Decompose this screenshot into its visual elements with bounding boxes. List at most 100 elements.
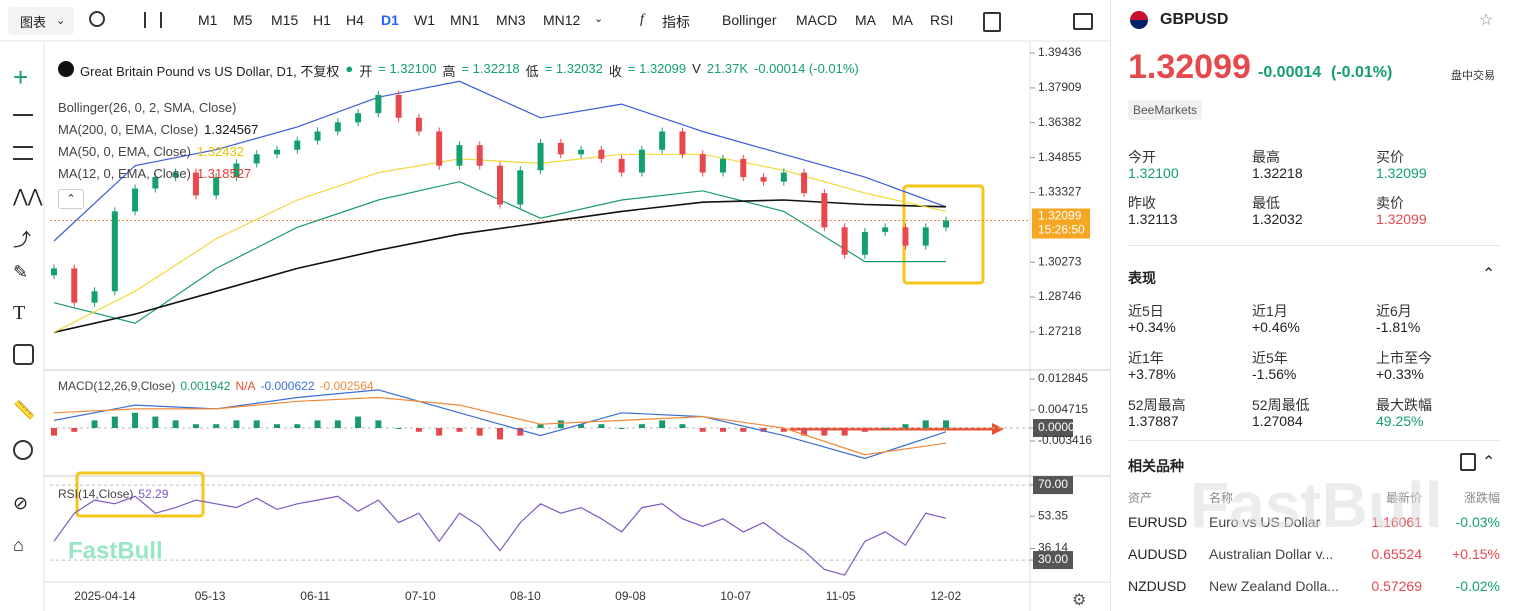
emoji-tool[interactable]	[13, 344, 34, 365]
legend: Great Britain Pound vs US Dollar, D1, 不复…	[80, 61, 859, 80]
layout-icon[interactable]	[983, 12, 1001, 32]
candle	[395, 94, 402, 118]
stat-label: 52周最高	[1128, 397, 1186, 413]
legend-label: 开	[359, 64, 373, 79]
indicator[interactable]: MA	[892, 12, 913, 28]
table-cell: -0.03%	[1455, 514, 1500, 530]
table-header: 涨跌幅	[1463, 491, 1500, 505]
study-name: MA(12, 0, EMA, Close)	[58, 166, 191, 181]
stat-value: +0.34%	[1128, 319, 1176, 335]
macd-bar	[801, 427, 808, 436]
y-tick-label: 1.34855	[1038, 150, 1082, 164]
channel-tool[interactable]	[13, 146, 33, 160]
macd-bar	[618, 427, 625, 429]
fib-tool[interactable]: ⤴	[13, 230, 31, 250]
highlight-box	[75, 471, 205, 518]
search-icon[interactable]	[89, 11, 105, 27]
stat-value: 1.37887	[1128, 413, 1179, 429]
candle-icon[interactable]	[144, 12, 162, 28]
timeframe[interactable]: M1	[198, 12, 218, 28]
collapse-icon[interactable]: ⌃	[1482, 454, 1496, 471]
line-tool[interactable]	[13, 114, 33, 116]
indicator[interactable]: MA	[855, 12, 876, 28]
table-cell[interactable]: NZDUSD	[1128, 578, 1187, 594]
indicator[interactable]: MACD	[796, 12, 838, 28]
chart: FastBull 1.394361.379091.363821.348551.3…	[0, 40, 1110, 611]
macd-bar	[861, 427, 868, 432]
y-tick-label: 30.00	[1038, 552, 1068, 566]
stat-value: -1.56%	[1252, 366, 1297, 382]
tick-label-box	[1033, 551, 1073, 570]
rsi-reading: 52.29	[138, 487, 169, 501]
candle	[314, 131, 321, 141]
candle	[557, 142, 564, 155]
y-tick-label: 1.37909	[1038, 80, 1082, 94]
macd-bar	[294, 424, 301, 428]
candle	[71, 268, 78, 303]
table-cell[interactable]: AUDUSD	[1128, 546, 1188, 562]
collapse-button[interactable]: ⌃	[58, 189, 84, 209]
candle	[517, 170, 524, 205]
favorite-star[interactable]: ☆	[1479, 12, 1494, 29]
chart-menu[interactable]	[8, 7, 74, 35]
macd-line	[53, 396, 947, 456]
fullscreen-icon[interactable]	[1073, 13, 1093, 30]
candle	[943, 220, 949, 228]
stat-label: 近5日	[1128, 303, 1164, 319]
brush-tool[interactable]: ✎	[13, 262, 29, 282]
candle	[659, 131, 666, 150]
collapse-icon[interactable]: ⌃	[1482, 266, 1496, 283]
crosshair-tool[interactable]: +	[13, 62, 29, 92]
timeframe[interactable]: MN3	[496, 12, 526, 28]
study-value: 1.32432	[196, 144, 244, 159]
zoom-tool[interactable]	[13, 440, 33, 460]
indicator[interactable]: RSI	[930, 12, 954, 28]
magnet-tool[interactable]: ⊘	[13, 493, 29, 513]
timeframe[interactable]: W1	[414, 12, 435, 28]
macd-bar	[111, 416, 118, 428]
macd-bar	[882, 427, 889, 429]
y-tick-label: 70.00	[1038, 477, 1068, 491]
macd-bar	[51, 427, 57, 436]
settings-icon[interactable]: ⚙	[1072, 592, 1087, 609]
study-value: 1.318527	[196, 166, 252, 181]
timeframe[interactable]: M15	[271, 12, 299, 28]
chart-menu-label[interactable]: 图表	[20, 15, 47, 30]
macd-bar	[233, 420, 240, 428]
x-tick-label: 05-13	[195, 589, 226, 603]
timeframe[interactable]: MN1	[450, 12, 480, 28]
timeframe[interactable]: H4	[346, 12, 364, 28]
candle	[274, 149, 280, 155]
candle	[841, 227, 848, 255]
text-tool[interactable]: T	[13, 302, 26, 324]
candle	[821, 193, 828, 228]
y-tick-label: 0.004715	[1038, 402, 1088, 416]
indicator-icon: f	[640, 12, 644, 27]
lock-tool[interactable]: ⌂	[13, 535, 24, 555]
macd-bar	[537, 424, 544, 428]
pattern-tool[interactable]: ⋀⋀	[13, 186, 43, 206]
y-tick-label: 1.36382	[1038, 115, 1082, 129]
ruler-tool[interactable]: 📏	[13, 400, 36, 420]
macd-bar	[517, 427, 524, 436]
indicator[interactable]: Bollinger	[722, 12, 777, 28]
price: 1.32099	[1128, 48, 1251, 86]
indicator-menu[interactable]: 指标	[662, 14, 690, 30]
table-cell[interactable]: EURUSD	[1128, 514, 1188, 530]
table-header: 资产	[1128, 491, 1153, 505]
macd-title: MACD(12,26,9,Close)	[58, 379, 176, 393]
timeframe[interactable]: M5	[233, 12, 253, 28]
candle	[375, 94, 382, 114]
timeframe[interactable]: MN12	[543, 12, 581, 28]
timeframe[interactable]: H1	[313, 12, 331, 28]
list-icon[interactable]	[1460, 453, 1476, 471]
x-tick-label: 06-11	[300, 589, 330, 603]
macd-line	[53, 389, 947, 460]
dropdown-caret[interactable]: ⌄	[594, 13, 604, 25]
timeframe[interactable]: D1	[381, 12, 399, 28]
candle	[537, 142, 544, 171]
stat-label: 最低	[1252, 195, 1280, 211]
study: Bollinger(26, 0, 2, SMA, Close)	[58, 100, 236, 115]
countdown: 15:26:50	[1038, 223, 1085, 237]
macd-bar	[213, 424, 220, 428]
